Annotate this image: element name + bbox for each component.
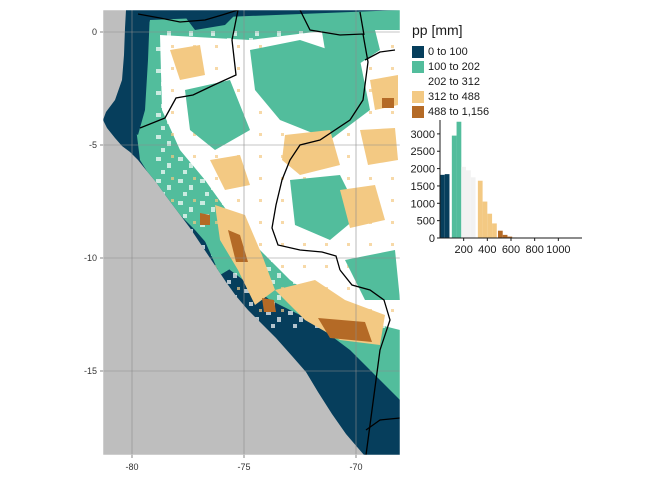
histogram-x-ticks: 200 400 600 800 1000 <box>454 238 571 256</box>
histogram-bar <box>492 223 497 238</box>
histogram-bar <box>456 121 462 238</box>
histogram-bar <box>444 174 450 238</box>
legend-swatch <box>412 105 424 118</box>
legend: pp [mm] 0 to 100 100 to 202 202 to 312 3… <box>412 22 489 119</box>
country-borders <box>137 10 400 455</box>
legend-item: 0 to 100 <box>412 44 489 59</box>
lon-tick-label: -70 <box>349 462 362 472</box>
legend-label: 0 to 100 <box>428 45 468 58</box>
lat-tick-label: 0 <box>92 27 97 37</box>
histogram-x-tick-label: 200 <box>454 244 472 256</box>
histogram-y-tick-label: 1000 <box>411 198 435 210</box>
histogram-bar <box>470 177 476 238</box>
legend-swatch <box>412 90 424 103</box>
lon-tick-label: -75 <box>237 462 250 472</box>
legend-label: 488 to 1,156 <box>428 105 490 118</box>
lon-tick-label: -80 <box>125 462 138 472</box>
histogram-bar <box>482 201 488 238</box>
histogram-x-tick-label: 600 <box>502 244 520 256</box>
legend-swatch <box>412 75 424 88</box>
latitude-ticks: 0 -5 -10 -15 <box>84 27 103 376</box>
histogram-bar <box>451 135 457 238</box>
histogram-x-tick-label: 400 <box>478 244 496 256</box>
histogram-x-tick-label: 1000 <box>546 244 570 256</box>
longitude-ticks: -80 -75 -70 <box>125 455 363 472</box>
histogram-y-tick-label: 1500 <box>411 181 435 193</box>
histogram-bar <box>497 230 503 238</box>
legend-swatch <box>412 60 424 73</box>
map-panel <box>103 10 400 455</box>
legend-title: pp [mm] <box>412 22 463 38</box>
histogram-y-tick-label: 3000 <box>411 129 435 141</box>
lat-tick-label: -5 <box>89 140 97 150</box>
histogram-bar <box>440 174 445 238</box>
histogram-x-tick-label: 800 <box>525 244 543 256</box>
legend-swatch <box>412 45 424 58</box>
histogram-bar <box>502 234 508 238</box>
legend-label: 202 to 312 <box>428 75 480 88</box>
legend-item: 488 to 1,156 <box>412 104 489 119</box>
lat-tick-label: -15 <box>84 366 97 376</box>
histogram-bar <box>477 180 483 238</box>
histogram-bar <box>466 170 471 238</box>
legend-label: 100 to 202 <box>428 60 480 73</box>
histogram-y-ticks: 0 500 1000 1500 2000 2500 3000 <box>411 129 440 245</box>
histogram-bars <box>440 121 517 238</box>
histogram-y-tick-label: 2000 <box>411 164 435 176</box>
legend-label: 312 to 488 <box>428 90 480 103</box>
graticule <box>103 10 400 455</box>
lat-tick-label: -10 <box>84 253 97 263</box>
histogram-bar <box>487 213 493 238</box>
histogram-y-tick-label: 0 <box>429 233 435 245</box>
legend-item: 100 to 202 <box>412 59 489 74</box>
histogram-y-tick-label: 2500 <box>411 146 435 158</box>
histogram-bar <box>507 236 513 238</box>
histogram-bar <box>461 166 467 238</box>
legend-item: 312 to 488 <box>412 89 489 104</box>
histogram-y-tick-label: 500 <box>417 216 435 228</box>
legend-item: 202 to 312 <box>412 74 489 89</box>
